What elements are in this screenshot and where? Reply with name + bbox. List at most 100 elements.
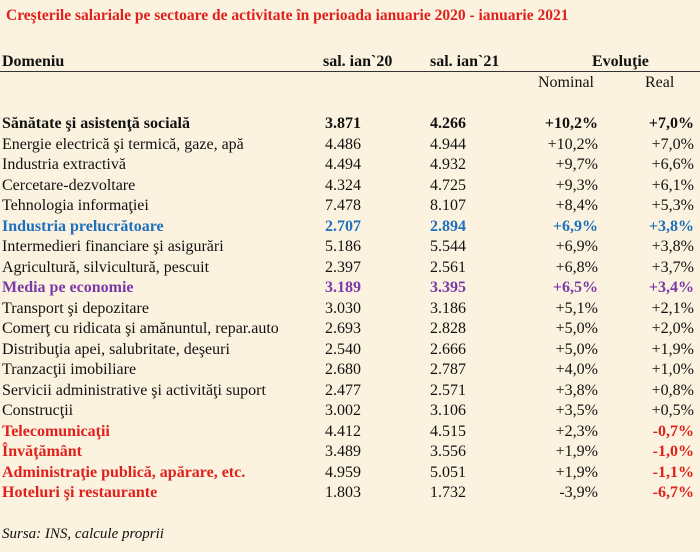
cell: +5,0% — [555, 320, 598, 337]
cell: 7.478 — [325, 197, 361, 214]
cell: +3,8% — [651, 238, 694, 255]
cell: 4.324 — [325, 176, 361, 194]
cell: +6,1% — [651, 176, 694, 194]
cell: 3.871 — [325, 115, 361, 132]
cell: -3,9% — [559, 484, 598, 501]
cell: 4.494 — [325, 156, 361, 173]
row-label: Energie electrică şi termică, gaze, apă — [2, 135, 244, 153]
row-label: Transport şi depozitare — [2, 299, 149, 317]
cell: +1,9% — [555, 443, 598, 460]
cell: +9,3% — [555, 176, 598, 194]
row-label: Industria prelucrătoare — [2, 217, 164, 235]
header: sal. ian`21 — [430, 53, 500, 70]
cell: 2.561 — [430, 258, 466, 276]
row-label: Tranzacţii imobiliare — [2, 361, 137, 378]
cell: +7,0% — [651, 135, 694, 153]
cell: 2.540 — [325, 340, 361, 358]
cell: +6,9% — [555, 238, 598, 255]
cell: -6,7% — [652, 484, 694, 501]
cell: +6,6% — [651, 156, 694, 173]
cell: 3.489 — [325, 443, 361, 460]
cell: +9,7% — [555, 156, 598, 173]
cell: +6,8% — [555, 258, 598, 276]
cell: +6,5% — [552, 279, 598, 296]
title: Creşterile salariale pe sectoare de acti… — [6, 7, 569, 24]
cell: +4,0% — [555, 361, 598, 378]
cell: 4.266 — [430, 115, 466, 132]
subheader: Nominal — [538, 74, 594, 91]
cell: +0,5% — [651, 402, 694, 419]
row-label: Hoteluri şi restaurante — [2, 484, 158, 501]
cell: -1,0% — [652, 443, 694, 460]
cell: 4.725 — [430, 176, 466, 194]
cell: +2,0% — [651, 320, 694, 337]
cell: 3.106 — [430, 402, 466, 419]
cell: 3.556 — [430, 443, 466, 460]
cell: +3,8% — [555, 381, 598, 399]
row-label: Servicii administrative şi activităţi su… — [2, 381, 266, 399]
row-label: Media pe economie — [2, 279, 134, 296]
row-label: Intermedieri financiare şi asigurări — [2, 238, 224, 255]
cell: 4.959 — [325, 463, 361, 481]
cell: 2.693 — [325, 320, 361, 337]
cell: 3.030 — [325, 299, 361, 317]
cell: 2.477 — [325, 381, 361, 399]
cell: 3.002 — [325, 402, 361, 419]
source: Sursa: INS, calcule proprii — [2, 526, 164, 542]
cell: 2.707 — [325, 217, 361, 235]
cell: 2.397 — [325, 258, 361, 276]
cell: 3.189 — [325, 279, 361, 296]
cell: +10,2% — [547, 135, 598, 153]
cell: -0,7% — [652, 422, 694, 440]
cell: 1.732 — [430, 484, 466, 501]
row-label: Cercetare-dezvoltare — [2, 176, 136, 194]
cell: 4.932 — [430, 156, 466, 173]
row-label: Sănătate şi asistenţă socială — [2, 115, 190, 132]
cell: 5.051 — [430, 463, 466, 481]
cell: +10,2% — [544, 115, 598, 132]
cell: +5,1% — [555, 299, 598, 317]
header-rule — [0, 71, 700, 72]
cell: +3,5% — [555, 402, 598, 419]
cell: 4.486 — [325, 135, 361, 153]
cell: 3.395 — [430, 279, 466, 296]
row-label: Industria extractivă — [2, 156, 126, 173]
cell: 5.186 — [325, 238, 361, 255]
cell: +3,4% — [648, 279, 694, 296]
row-label: Comerţ cu ridicata şi amănuntul, repar.a… — [2, 320, 279, 337]
row-label: Învăţământ — [2, 443, 83, 460]
cell: 2.828 — [430, 320, 466, 337]
cell: +1,9% — [651, 340, 694, 358]
cell: 2.666 — [430, 340, 466, 358]
row-label: Agricultură, silvicultură, pescuit — [2, 258, 210, 276]
cell: 2.894 — [430, 217, 466, 235]
row-label: Administraţie publică, apărare, etc. — [2, 463, 246, 481]
cell: +2,3% — [555, 422, 598, 440]
row-label: Distribuţia apei, salubritate, deşeuri — [2, 340, 230, 358]
cell: +3,7% — [651, 258, 694, 276]
cell: 8.107 — [430, 197, 466, 214]
cell: 4.412 — [325, 422, 361, 440]
row-label: Tehnologia informaţiei — [2, 197, 149, 214]
cell: 2.571 — [430, 381, 466, 399]
cell: 2.787 — [430, 361, 466, 378]
cell: +7,0% — [648, 115, 694, 132]
header: sal. ian`20 — [323, 53, 393, 70]
cell: +5,0% — [555, 340, 598, 358]
cell: 4.515 — [430, 422, 466, 440]
cell: +2,1% — [651, 299, 694, 317]
cell: 2.680 — [325, 361, 361, 378]
cell: 5.544 — [430, 238, 466, 255]
cell: 1.803 — [325, 484, 361, 501]
header: Domeniu — [2, 53, 65, 70]
cell: +1,0% — [651, 361, 694, 378]
cell: +0,8% — [651, 381, 694, 399]
cell: -1,1% — [652, 463, 694, 481]
header: Evoluţie — [592, 53, 649, 70]
cell: 4.944 — [430, 135, 466, 153]
cell: +3,8% — [648, 217, 694, 235]
row-label: Construcţii — [2, 402, 74, 419]
cell: +8,4% — [555, 197, 598, 214]
cell: 3.186 — [430, 299, 466, 317]
